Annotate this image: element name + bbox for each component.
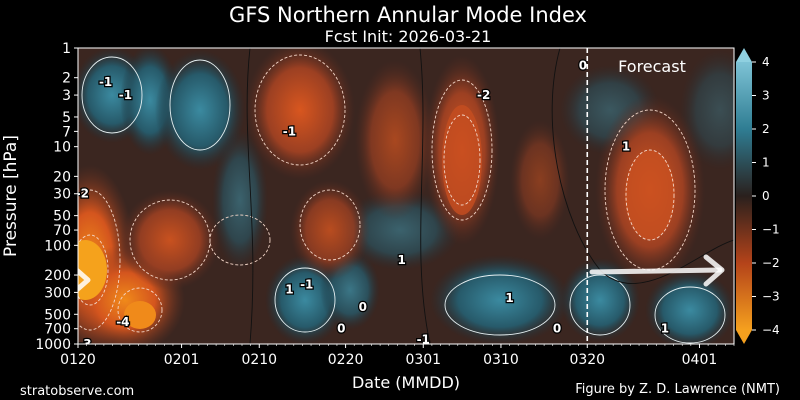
- contour-label: 0: [553, 322, 561, 336]
- contour-label: -2: [76, 187, 89, 201]
- y-tick-label: 200: [44, 268, 71, 284]
- colorbar-tick-label: 2: [762, 122, 770, 136]
- contour-label: -1: [300, 278, 313, 292]
- colorbar-tick-label: −2: [762, 256, 780, 270]
- x-tick-label: 0120: [60, 352, 96, 368]
- contour-label: 1: [398, 253, 406, 267]
- contour-label: 0: [579, 58, 587, 72]
- colorbar-top-extend: [736, 48, 752, 62]
- contour-label: -1: [283, 124, 296, 138]
- colorbar-tick-label: 4: [762, 55, 770, 69]
- footer-credit: Figure by Z. D. Lawrence (NMT): [575, 382, 780, 397]
- forecast-label: Forecast: [618, 57, 686, 76]
- x-axis-label: Date (MMDD): [352, 373, 460, 392]
- contour-label: -4: [116, 315, 129, 329]
- x-tick-label: 0310: [483, 352, 519, 368]
- contour-label: 1: [661, 322, 669, 336]
- arrow-left-icon: [78, 267, 91, 293]
- colorbar-tick-label: 1: [762, 156, 770, 170]
- x-tick-label: 0210: [241, 352, 277, 368]
- contour-label: -3: [78, 337, 91, 351]
- colorbar-bottom-extend: [736, 330, 752, 344]
- y-tick-label: 500: [44, 307, 71, 323]
- contour-label: -1: [417, 332, 430, 346]
- contour-label: -1: [119, 88, 132, 102]
- colorbar: 4 3 2 1 0 −1 −2 −3 −4: [736, 48, 780, 344]
- y-tick-label: 5: [62, 110, 71, 126]
- colorbar-tick-label: −4: [762, 323, 780, 337]
- x-tick-label: 0201: [164, 352, 200, 368]
- y-tick-label: 1: [62, 41, 71, 57]
- y-tick-label: 10: [53, 140, 71, 156]
- y-tick-label: 300: [44, 285, 71, 301]
- y-tick-label: 7: [62, 124, 71, 140]
- contour-label: -2: [477, 88, 490, 102]
- arrow-right-icon: [589, 254, 725, 287]
- contour-label: 1: [505, 291, 513, 305]
- y-axis-label: Pressure [hPa]: [1, 135, 21, 257]
- contour-label: -1: [99, 75, 112, 89]
- y-tick-label: 30: [53, 187, 71, 203]
- y-tick-label: 2: [62, 71, 71, 87]
- chart-title: GFS Northern Annular Mode Index: [229, 3, 587, 27]
- y-tick-label: 20: [53, 169, 71, 185]
- x-tick-label: 0401: [682, 352, 718, 368]
- y-tick-label: 70: [53, 223, 71, 239]
- contour-label: 1: [285, 282, 293, 296]
- y-tick-label: 3: [62, 88, 71, 104]
- footer-website: stratobserve.com: [20, 384, 134, 399]
- x-tick-label: 0320: [569, 352, 605, 368]
- contour-label: 0: [359, 300, 367, 314]
- y-tick-label: 1000: [35, 337, 71, 353]
- field-blobs: [78, 48, 734, 344]
- x-axis: 0120 0201 0210 0220 0301 0310 0320 0401: [60, 344, 735, 368]
- colorbar-tick-label: 3: [762, 89, 770, 103]
- y-tick-label: 100: [44, 238, 71, 254]
- chart-subtitle: Fcst Init: 2026-03-21: [325, 27, 492, 46]
- colorbar-tick-label: −1: [762, 223, 780, 237]
- y-tick-label: 50: [53, 209, 71, 225]
- x-tick-label: 0220: [328, 352, 364, 368]
- x-tick-label: 0301: [405, 352, 441, 368]
- contour-label: 0: [337, 322, 345, 336]
- contour-label: 1: [622, 140, 630, 154]
- colorbar-tick-label: 0: [762, 189, 770, 203]
- colorbar-ticks: 4 3 2 1 0 −1 −2 −3 −4: [752, 55, 780, 337]
- y-tick-label: 700: [44, 322, 71, 338]
- colorbar-body: [736, 62, 752, 330]
- colorbar-tick-label: −3: [762, 290, 780, 304]
